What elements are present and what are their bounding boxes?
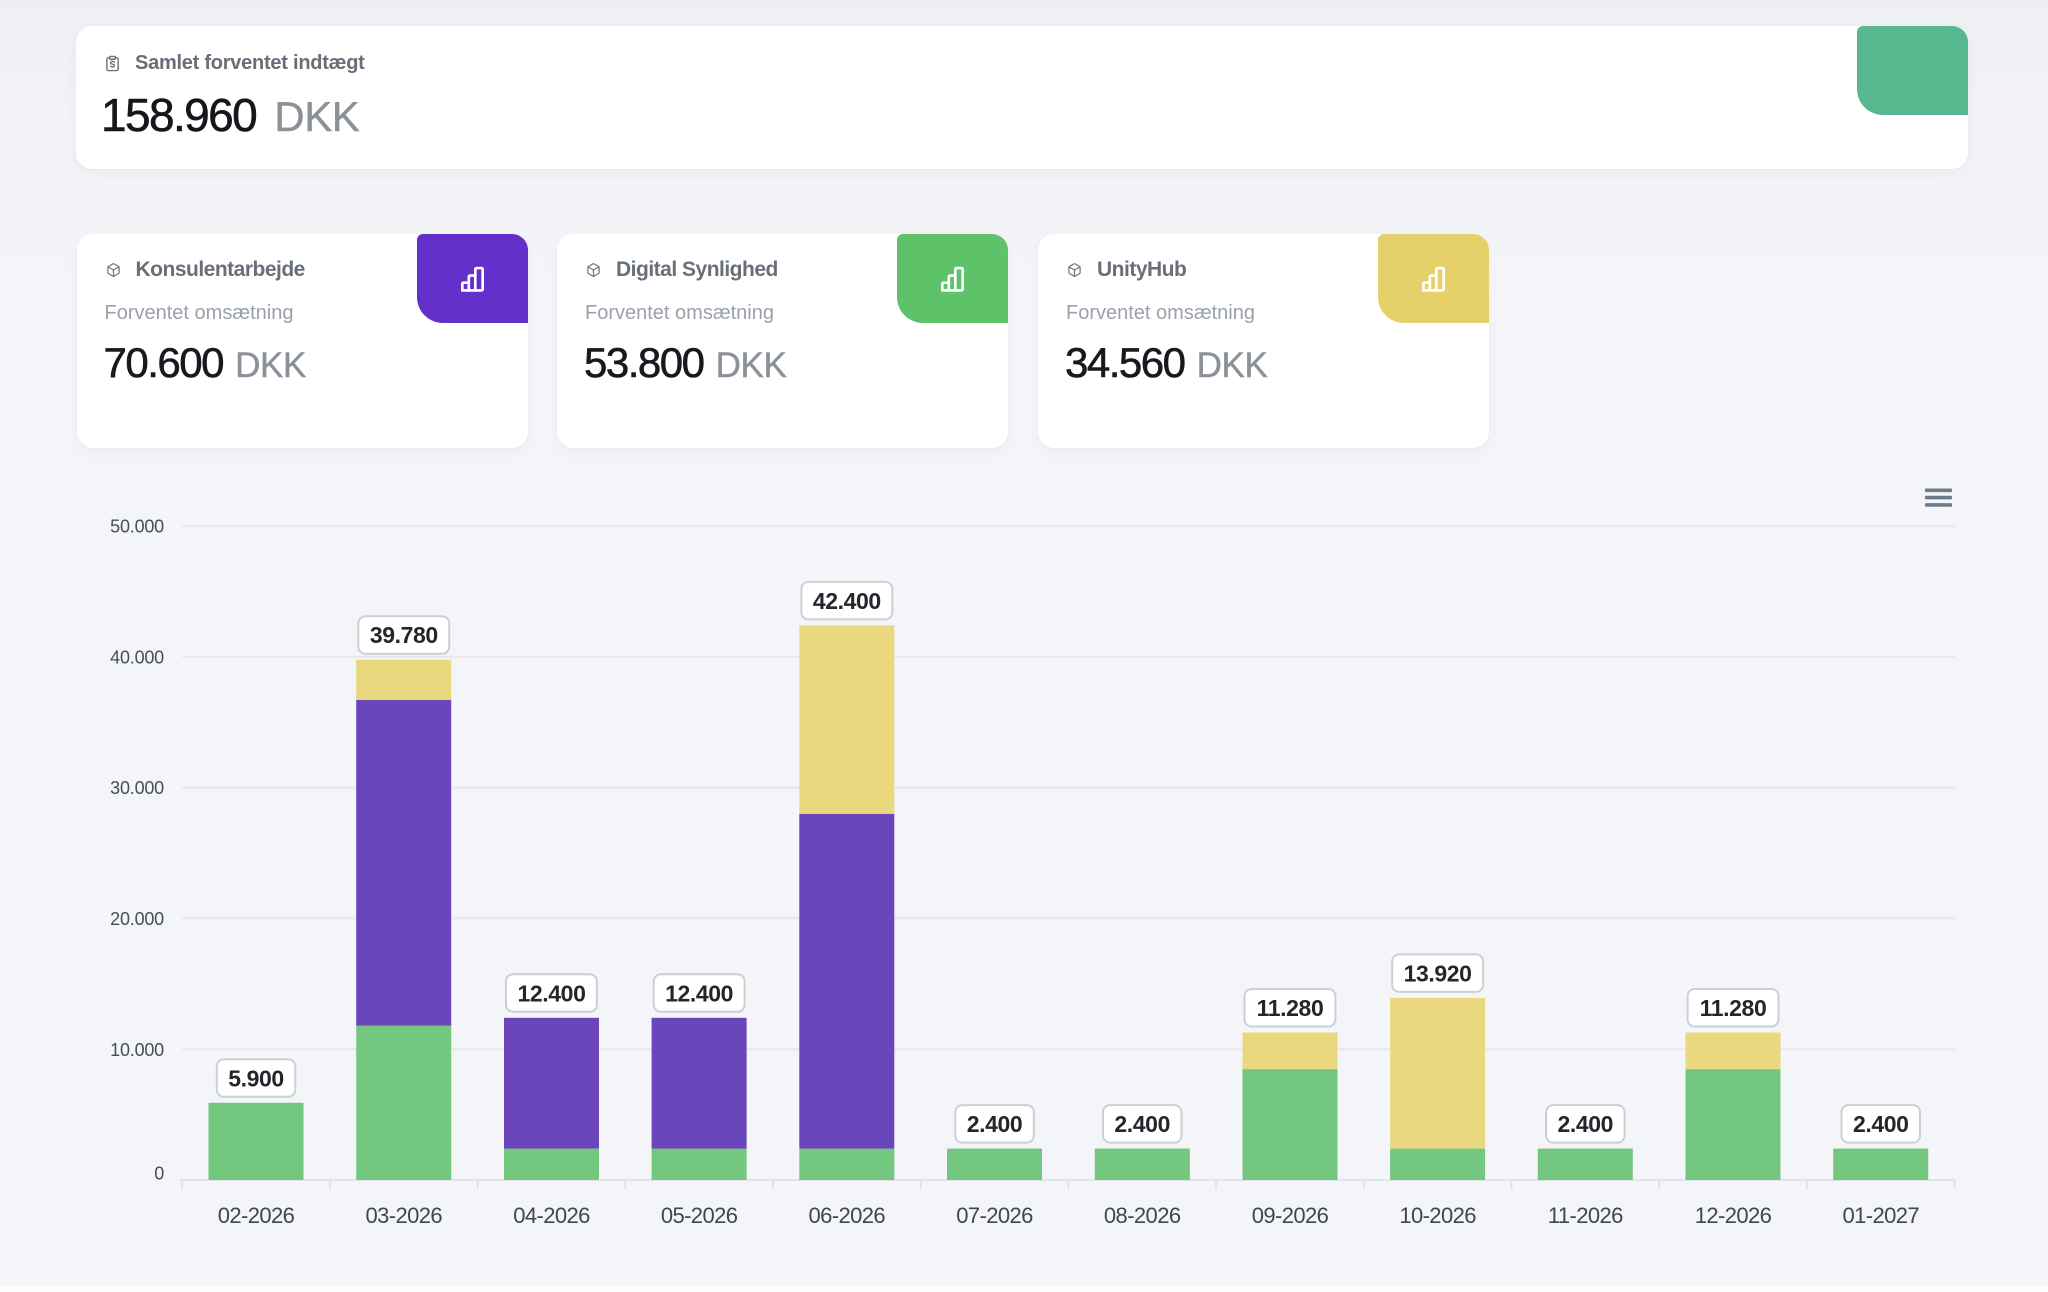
svg-text:04-2026: 04-2026 — [513, 1203, 590, 1228]
svg-text:2.400: 2.400 — [1114, 1111, 1170, 1137]
svg-text:12.400: 12.400 — [665, 980, 733, 1006]
svg-text:09-2026: 09-2026 — [1252, 1203, 1329, 1228]
svg-text:0: 0 — [154, 1164, 164, 1184]
svg-text:03-2026: 03-2026 — [366, 1203, 443, 1228]
svg-text:10.000: 10.000 — [110, 1040, 164, 1060]
svg-text:12-2026: 12-2026 — [1695, 1203, 1772, 1228]
svg-text:11-2026: 11-2026 — [1548, 1203, 1623, 1228]
svg-text:39.780: 39.780 — [370, 622, 438, 648]
svg-text:06-2026: 06-2026 — [809, 1203, 886, 1228]
svg-text:13.920: 13.920 — [1404, 960, 1472, 986]
svg-text:50.000: 50.000 — [110, 517, 164, 537]
svg-text:12.400: 12.400 — [518, 980, 586, 1006]
svg-text:42.400: 42.400 — [813, 588, 881, 614]
svg-text:11.280: 11.280 — [1257, 995, 1324, 1021]
svg-text:2.400: 2.400 — [1853, 1111, 1909, 1137]
svg-text:5.900: 5.900 — [228, 1065, 284, 1091]
svg-text:10-2026: 10-2026 — [1399, 1203, 1476, 1228]
svg-text:07-2026: 07-2026 — [956, 1203, 1033, 1228]
svg-text:05-2026: 05-2026 — [661, 1203, 738, 1228]
svg-text:2.400: 2.400 — [1558, 1111, 1614, 1137]
svg-text:02-2026: 02-2026 — [218, 1203, 295, 1228]
svg-text:40.000: 40.000 — [110, 647, 164, 667]
svg-text:30.000: 30.000 — [110, 778, 164, 798]
svg-text:2.400: 2.400 — [967, 1111, 1023, 1137]
svg-text:20.000: 20.000 — [110, 909, 164, 929]
svg-text:08-2026: 08-2026 — [1104, 1203, 1181, 1228]
svg-text:01-2027: 01-2027 — [1843, 1203, 1920, 1228]
svg-text:11.280: 11.280 — [1700, 995, 1767, 1021]
